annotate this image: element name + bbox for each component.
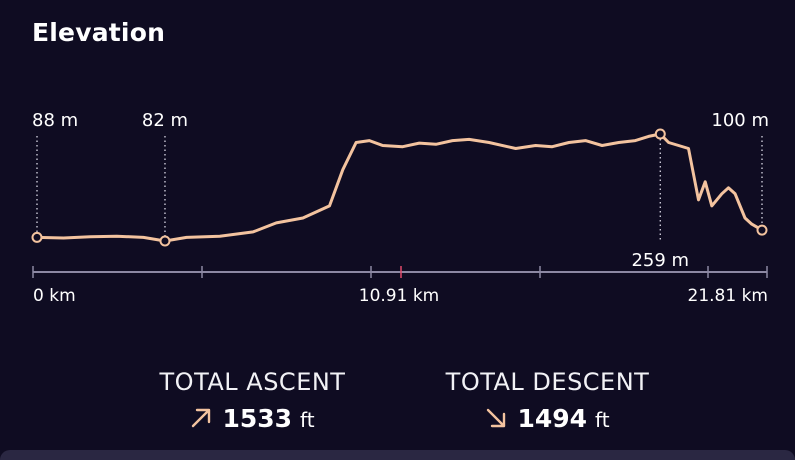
total-ascent-label: TOTAL ASCENT <box>159 368 346 396</box>
marker-dot <box>756 224 768 236</box>
arrow-down-right-icon <box>487 408 506 428</box>
total-ascent-unit: ft <box>300 408 315 432</box>
x-axis-labels: 0 km 10.91 km 21.81 km <box>33 286 768 306</box>
marker-dot <box>159 235 171 247</box>
total-ascent-stat: TOTAL ASCENT 1533 ft <box>150 368 355 433</box>
total-ascent-value: 1533 <box>222 404 293 433</box>
page-title: Elevation <box>32 18 166 47</box>
x-tick-label: 10.91 km <box>359 286 439 306</box>
total-descent-value: 1494 <box>517 404 588 433</box>
elevation-chart: 88 m 82 m 259 m 100 m 0 km 10.91 km 21.81 km <box>31 110 769 306</box>
arrow-up-right-icon <box>192 408 211 428</box>
bottom-sheet-edge <box>0 450 795 460</box>
x-tick-label: 0 km <box>33 286 76 306</box>
marker-label: 88 m <box>32 110 78 131</box>
marker-dot <box>654 128 666 140</box>
x-axis-ticks <box>32 266 768 278</box>
elevation-markers: 88 m 82 m 259 m 100 m <box>32 110 769 271</box>
marker-label: 82 m <box>142 110 188 131</box>
marker-dots <box>31 128 768 247</box>
total-descent-unit: ft <box>595 408 610 432</box>
elevation-line <box>35 132 764 243</box>
marker-dot <box>31 231 43 243</box>
total-descent-stat: TOTAL DESCENT 1494 ft <box>435 368 660 433</box>
total-descent-label: TOTAL DESCENT <box>445 368 650 396</box>
x-tick-label: 21.81 km <box>688 286 768 306</box>
marker-label: 259 m <box>631 250 689 271</box>
marker-label: 100 m <box>711 110 769 131</box>
